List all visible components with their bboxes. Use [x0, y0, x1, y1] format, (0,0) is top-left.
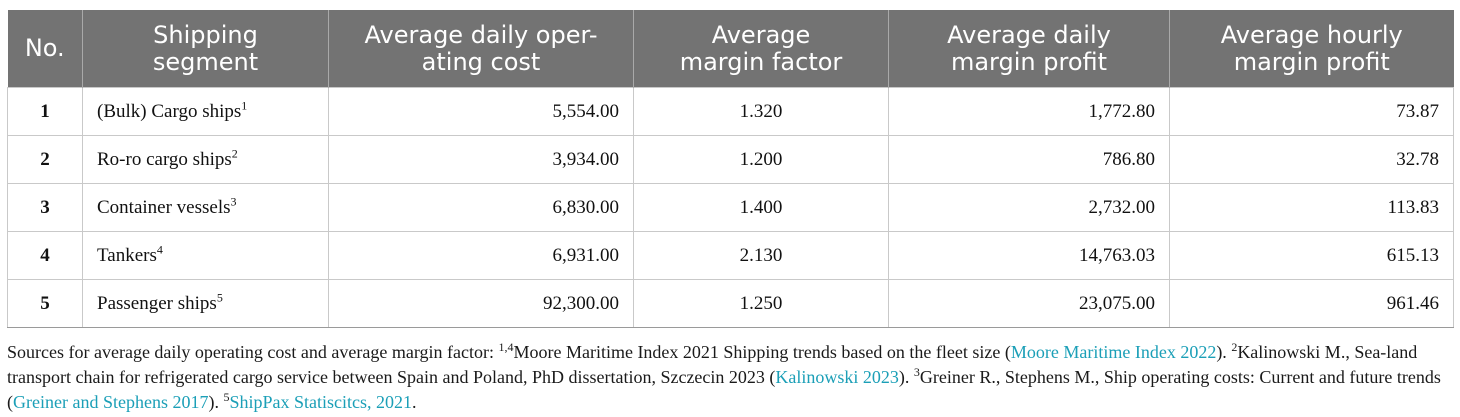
segment-name: (Bulk) Cargo ships [97, 100, 242, 122]
hourly-margin-profit-cell: 615.13 [1169, 231, 1454, 280]
table-row: 2 Ro-ro cargo ships2 3,934.00 1.200 786.… [7, 135, 1454, 184]
table-row: 5 Passenger ships5 92,300.00 1.250 23,07… [7, 279, 1454, 328]
footnote-marker: 5 [216, 290, 223, 305]
segment-name: Tankers [97, 244, 157, 266]
header-line: segment [152, 47, 259, 76]
table-row: 1 (Bulk) Cargo ships1 5,554.00 1.320 1,7… [7, 87, 1454, 136]
footnote-text: ). [898, 367, 914, 387]
margin-factor-cell: 2.130 [633, 231, 889, 280]
daily-margin-profit-cell: 23,075.00 [888, 279, 1170, 328]
shipping-segment-cell: (Bulk) Cargo ships1 [82, 87, 329, 136]
hourly-margin-profit-cell: 961.46 [1169, 279, 1454, 328]
row-number: 4 [7, 231, 83, 280]
header-line: Average [711, 20, 811, 49]
table-row: 3 Container vessels3 6,830.00 1.400 2,73… [7, 183, 1454, 232]
operating-cost-cell: 92,300.00 [328, 279, 634, 328]
operating-cost-cell: 5,554.00 [328, 87, 634, 136]
margin-factor-cell: 1.400 [633, 183, 889, 232]
citation-link[interactable]: ShipPax Statiscitcs, 2021 [229, 392, 412, 412]
row-number: 5 [7, 279, 83, 328]
footnote-marker: 2 [231, 146, 238, 161]
data-table-container: No. Shipping segment Average daily oper-… [7, 10, 1454, 328]
operating-cost-cell: 3,934.00 [328, 135, 634, 184]
hourly-margin-profit-cell: 113.83 [1169, 183, 1454, 232]
header-no-label: No. [24, 34, 65, 62]
header-line: margin profit [1233, 47, 1390, 76]
header-line: margin profit [950, 47, 1108, 76]
header-line: Average daily [947, 20, 1111, 49]
footnote-source-text: Moore Maritime Index 2021 Shipping trend… [513, 342, 1011, 362]
footnote-text: ). [1216, 342, 1232, 362]
footnote-text: ). [208, 392, 224, 412]
shipping-segment-cell: Tankers4 [82, 231, 329, 280]
footnote-intro: Sources for average daily operating cost… [7, 342, 499, 362]
header-avg-daily-operating-cost: Average daily oper- ating cost [328, 10, 634, 88]
shipping-segment-cell: Passenger ships5 [82, 279, 329, 328]
row-number: 1 [7, 87, 83, 136]
hourly-margin-profit-cell: 73.87 [1169, 87, 1454, 136]
table-row: 4 Tankers4 6,931.00 2.130 14,763.03 615.… [7, 231, 1454, 280]
operating-cost-cell: 6,830.00 [328, 183, 634, 232]
header-line: Average daily oper- [364, 20, 598, 49]
segment-name: Container vessels [97, 196, 231, 218]
footnote-marker: 1 [241, 98, 248, 113]
footnote-marker: 1,4 [498, 340, 514, 354]
daily-margin-profit-cell: 786.80 [888, 135, 1170, 184]
header-avg-daily-margin-profit: Average daily margin profit [888, 10, 1170, 88]
header-line: margin factor [679, 47, 843, 76]
daily-margin-profit-cell: 1,772.80 [888, 87, 1170, 136]
header-line: Average hourly [1220, 20, 1403, 49]
footnote-text: . [411, 392, 417, 412]
table-footnote: Sources for average daily operating cost… [7, 340, 1453, 415]
footnote-marker: 2 [1231, 340, 1238, 354]
citation-link[interactable]: Greiner and Stephens 2017 [13, 392, 209, 412]
header-line: ating cost [421, 47, 541, 76]
segment-name: Passenger ships [97, 292, 217, 314]
shipping-segment-cell: Ro-ro cargo ships2 [82, 135, 329, 184]
row-number: 2 [7, 135, 83, 184]
margin-factor-cell: 1.250 [633, 279, 889, 328]
header-avg-margin-factor: Average margin factor [633, 10, 889, 88]
hourly-margin-profit-cell: 32.78 [1169, 135, 1454, 184]
row-number: 3 [7, 183, 83, 232]
daily-margin-profit-cell: 14,763.03 [888, 231, 1170, 280]
operating-cost-cell: 6,931.00 [328, 231, 634, 280]
margin-factor-cell: 1.320 [633, 87, 889, 136]
daily-margin-profit-cell: 2,732.00 [888, 183, 1170, 232]
footnote-marker: 3 [230, 194, 237, 209]
footnote-marker: 3 [913, 365, 920, 379]
citation-link[interactable]: Moore Maritime Index 2022 [1010, 342, 1217, 362]
shipping-segment-cell: Container vessels3 [82, 183, 329, 232]
header-line: Shipping [153, 20, 258, 49]
table-header-row: No. Shipping segment Average daily oper-… [7, 10, 1454, 88]
footnote-source-text: Kalinowski M., Sea-land transport chain … [7, 342, 1418, 387]
header-shipping-segment: Shipping segment [82, 10, 329, 88]
footnote-marker: 4 [156, 242, 163, 257]
citation-link[interactable]: Kalinowski 2023 [775, 367, 899, 387]
header-no: No. [7, 10, 83, 88]
margin-factor-cell: 1.200 [633, 135, 889, 184]
header-avg-hourly-margin-profit: Average hourly margin profit [1169, 10, 1454, 88]
footnote-marker: 5 [223, 390, 230, 404]
shipping-segment-table: No. Shipping segment Average daily oper-… [7, 10, 1454, 328]
segment-name: Ro-ro cargo ships [97, 148, 232, 170]
footnote-source-text: Greiner R., Stephens M., Ship operating … [7, 367, 1441, 412]
